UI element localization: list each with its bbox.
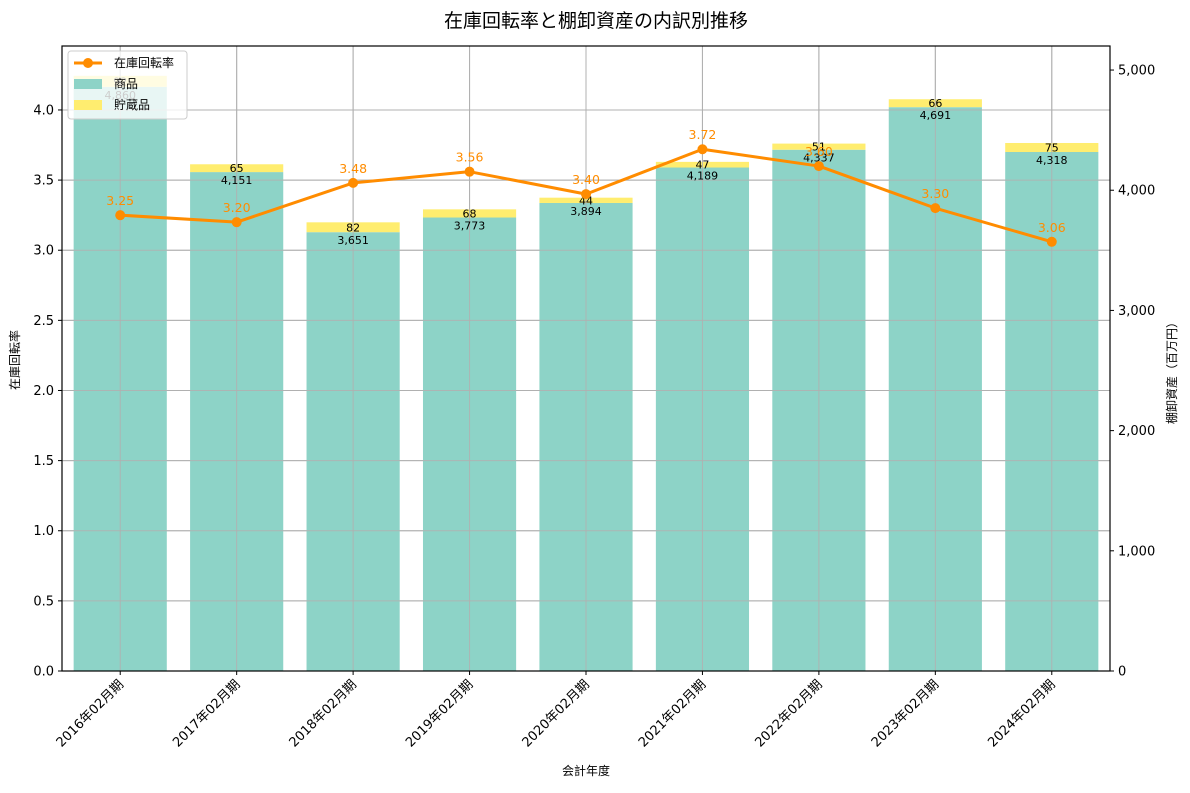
y-axis-label: 在庫回転率 xyxy=(7,330,22,390)
turnover-marker xyxy=(930,203,941,214)
y-tick-label: 1.0 xyxy=(33,524,54,539)
bar-label-goods: 4,337 xyxy=(803,152,835,165)
legend-swatch-goods xyxy=(74,79,102,89)
y2-tick-label: 5,000 xyxy=(1118,64,1155,79)
turnover-marker xyxy=(1046,236,1057,247)
turnover-value-label: 3.40 xyxy=(572,172,600,187)
bar-label-supplies: 75 xyxy=(1045,142,1059,155)
x-axis-label: 会計年度 xyxy=(562,763,610,778)
y-tick-label: 3.5 xyxy=(33,174,54,189)
bar-label-supplies: 82 xyxy=(346,221,360,234)
turnover-value-label: 3.72 xyxy=(689,127,717,142)
x-tick-label: 2016年02月期 xyxy=(54,677,127,750)
turnover-value-label: 3.48 xyxy=(339,161,367,176)
x-tick-label: 2017年02月期 xyxy=(170,677,243,750)
legend-marker-swatch xyxy=(83,58,93,68)
bar-label-supplies: 51 xyxy=(812,141,826,154)
y-tick-label: 0.5 xyxy=(33,594,54,609)
y2-tick-label: 4,000 xyxy=(1118,184,1155,199)
bar-label-goods: 4,691 xyxy=(920,109,952,122)
x-tick-label: 2023年02月期 xyxy=(869,677,942,750)
y2-tick-label: 3,000 xyxy=(1118,304,1155,319)
chart-title: 在庫回転率と棚卸資産の内訳別推移 xyxy=(444,10,748,32)
y2-axis-label: 棚卸資産（百万円） xyxy=(1164,316,1179,424)
turnover-marker xyxy=(115,210,126,221)
turnover-value-label: 3.20 xyxy=(223,200,251,215)
y2-tick-label: 2,000 xyxy=(1118,424,1155,439)
grid-overlay xyxy=(62,46,1110,672)
y-tick-label: 3.0 xyxy=(33,244,54,259)
bar-label-goods: 4,318 xyxy=(1036,154,1068,167)
legend-swatch-supplies xyxy=(74,100,102,110)
x-tick-label: 2021年02月期 xyxy=(636,677,709,750)
turnover-value-label: 3.06 xyxy=(1038,220,1066,235)
turnover-marker xyxy=(231,217,242,228)
turnover-marker xyxy=(464,166,475,177)
turnover-marker xyxy=(348,177,359,188)
y2-tick-label: 1,000 xyxy=(1118,544,1155,559)
bar-label-goods: 3,651 xyxy=(337,234,369,247)
turnover-value-label: 3.30 xyxy=(921,186,949,201)
x-tick-label: 2022年02月期 xyxy=(752,677,825,750)
x-tick-label: 2020年02月期 xyxy=(520,677,593,750)
y-tick-label: 2.0 xyxy=(33,384,54,399)
turnover-marker xyxy=(581,189,591,200)
bar-label-supplies: 68 xyxy=(463,207,477,220)
x-tick-label: 2019年02月期 xyxy=(403,677,476,750)
bar-label-goods: 4,151 xyxy=(221,174,253,187)
x-tick-label: 2024年02月期 xyxy=(985,677,1058,750)
legend-label-goods: 商品 xyxy=(114,76,138,91)
y-tick-label: 4.0 xyxy=(33,103,54,118)
legend-label-supplies: 貯蔵品 xyxy=(114,98,150,112)
turnover-line: 3.25 3.20 3.48 3.56 3.40 3.72 3.60 3.30 3.06 xyxy=(106,127,1066,247)
y-tick-label: 1.5 xyxy=(33,454,54,469)
y2-tick-label: 0 xyxy=(1118,665,1126,680)
bar-label-goods: 3,773 xyxy=(454,220,486,233)
turnover-value-label: 3.56 xyxy=(456,150,484,165)
y-tick-label: 2.5 xyxy=(33,314,54,329)
turnover-marker xyxy=(813,161,824,172)
bar-label-supplies: 47 xyxy=(695,159,709,172)
turnover-value-label: 3.25 xyxy=(106,193,134,208)
turnover-marker xyxy=(697,144,708,155)
bar-label-goods: 4,189 xyxy=(687,170,719,183)
x-tick-label: 2018年02月期 xyxy=(287,677,360,750)
turnover-value-label: 3.60 xyxy=(805,144,833,159)
y-tick-label: 0.0 xyxy=(33,665,54,680)
legend-label-turnover: 在庫回転率 xyxy=(114,55,174,70)
bar-label-supplies: 65 xyxy=(230,162,244,175)
bar-label-goods: 3,894 xyxy=(570,205,602,218)
bar-label-supplies: 66 xyxy=(928,97,942,110)
